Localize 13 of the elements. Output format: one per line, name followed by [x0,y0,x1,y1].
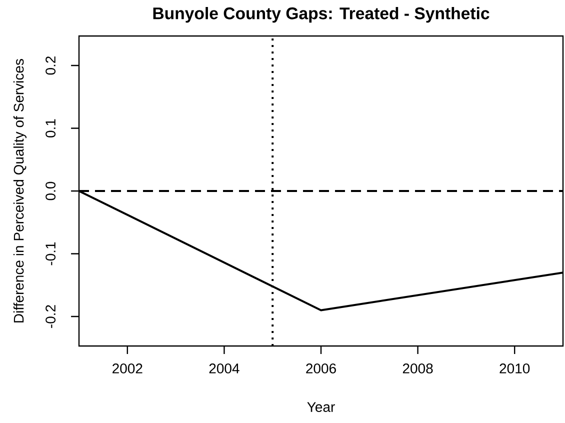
y-tick-label: 0.0 [46,182,56,200]
x-tick-label: 2006 [306,364,336,374]
x-axis-title: Year [307,402,335,412]
y-tick-label: -0.1 [46,242,56,266]
y-axis-title: Difference in Perceived Quality of Services [13,58,26,322]
x-tick-label: 2004 [209,364,240,374]
chart-title: Bunyole County Gaps: Treated - Synthetic [153,6,490,23]
x-tick-label: 2010 [500,364,530,374]
y-tick-label: 0.1 [46,119,56,138]
y-tick-label: 0.2 [46,56,56,75]
x-tick-label: 2002 [112,364,142,374]
x-tick-label: 2008 [402,364,433,374]
y-tick-label: -0.2 [46,305,56,328]
